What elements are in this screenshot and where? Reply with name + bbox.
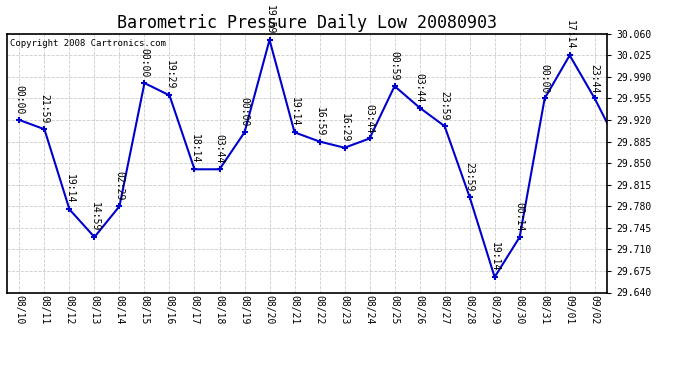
- Text: 00:00: 00:00: [540, 63, 550, 93]
- Text: 17:14: 17:14: [564, 20, 575, 50]
- Text: 23:44: 23:44: [590, 63, 600, 93]
- Text: 00:00: 00:00: [139, 48, 150, 78]
- Text: 19:14: 19:14: [290, 98, 299, 127]
- Text: 03:44: 03:44: [415, 73, 424, 102]
- Text: 00:00: 00:00: [239, 98, 250, 127]
- Text: 00:14: 00:14: [515, 202, 524, 231]
- Text: 03:44: 03:44: [364, 104, 375, 133]
- Title: Barometric Pressure Daily Low 20080903: Barometric Pressure Daily Low 20080903: [117, 14, 497, 32]
- Text: 19:59: 19:59: [264, 5, 275, 34]
- Text: 19:29: 19:29: [164, 60, 175, 90]
- Text: 03:44: 03:44: [215, 134, 224, 164]
- Text: 19:14: 19:14: [64, 174, 75, 204]
- Text: 02:29: 02:29: [115, 171, 124, 201]
- Text: Copyright 2008 Cartronics.com: Copyright 2008 Cartronics.com: [10, 39, 166, 48]
- Text: 23:59: 23:59: [464, 162, 475, 192]
- Text: 16:29: 16:29: [339, 113, 350, 142]
- Text: 00:00: 00:00: [14, 85, 24, 114]
- Text: 19:14: 19:14: [0, 374, 1, 375]
- Text: 16:59: 16:59: [315, 106, 324, 136]
- Text: 00:59: 00:59: [390, 51, 400, 81]
- Text: 19:14: 19:14: [490, 242, 500, 272]
- Text: 23:59: 23:59: [440, 91, 450, 121]
- Text: 21:59: 21:59: [39, 94, 50, 124]
- Text: 18:14: 18:14: [190, 134, 199, 164]
- Text: 14:59: 14:59: [90, 202, 99, 231]
